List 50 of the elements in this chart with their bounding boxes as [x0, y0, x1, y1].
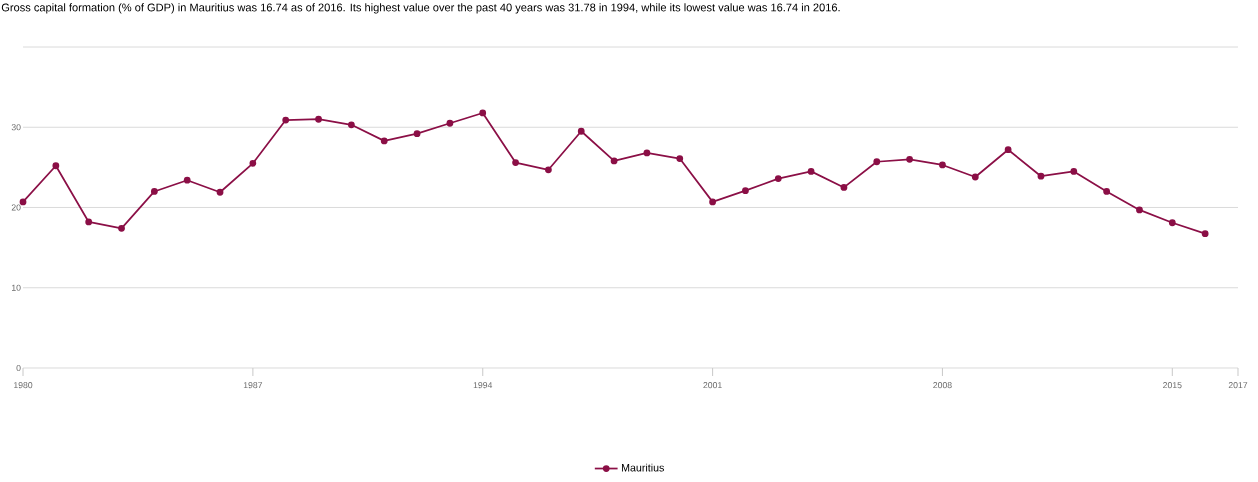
point [807, 167, 815, 175]
point [479, 109, 487, 117]
y-tick-label: 30 [11, 124, 21, 131]
point [85, 218, 93, 226]
point [249, 159, 257, 167]
point [1070, 167, 1078, 175]
x-tick-label: 1987 [243, 382, 263, 389]
y-tick-label: 10 [12, 284, 21, 291]
x-tick-label: 1994 [473, 382, 493, 389]
point [873, 158, 881, 166]
point [347, 121, 355, 129]
y-tick-label: 0 [16, 364, 21, 372]
point [577, 127, 585, 135]
point [282, 116, 290, 124]
point [118, 224, 125, 232]
point [1201, 230, 1209, 238]
point [1037, 172, 1045, 180]
point [52, 162, 60, 170]
point [1168, 219, 1176, 227]
point [774, 175, 782, 183]
point [1004, 146, 1012, 154]
point [545, 166, 552, 174]
point [380, 137, 388, 145]
point [610, 157, 618, 165]
point [676, 155, 684, 162]
x-tick-label: 1980 [14, 382, 33, 389]
point [150, 188, 158, 195]
x-tick-label: 2017 [1228, 382, 1248, 389]
point [413, 130, 421, 138]
point [512, 159, 519, 166]
point [840, 184, 848, 191]
legend-label: Mauritius [621, 463, 664, 472]
chart-title: Gross capital formation (% of GDP) in Mauritius was 16.74 as of 2016. Its highest value over the past 40 years was 31.78 in 1994, while its lowest value was 16.74 in 2016. [1, 3, 840, 14]
point [315, 115, 322, 123]
point [906, 155, 914, 163]
point [971, 173, 979, 181]
point [446, 119, 454, 127]
x-tick-label: 2001 [703, 382, 722, 389]
point [19, 198, 27, 206]
point [939, 161, 946, 169]
point [183, 176, 191, 184]
y-tick-label: 20 [11, 204, 21, 211]
point [1103, 188, 1111, 195]
point [643, 149, 651, 157]
point [1136, 206, 1143, 214]
x-tick-label: 2008 [933, 382, 952, 389]
point [216, 188, 224, 196]
x-tick-label: 2015 [1163, 382, 1182, 389]
point [709, 198, 716, 206]
point [742, 187, 749, 195]
